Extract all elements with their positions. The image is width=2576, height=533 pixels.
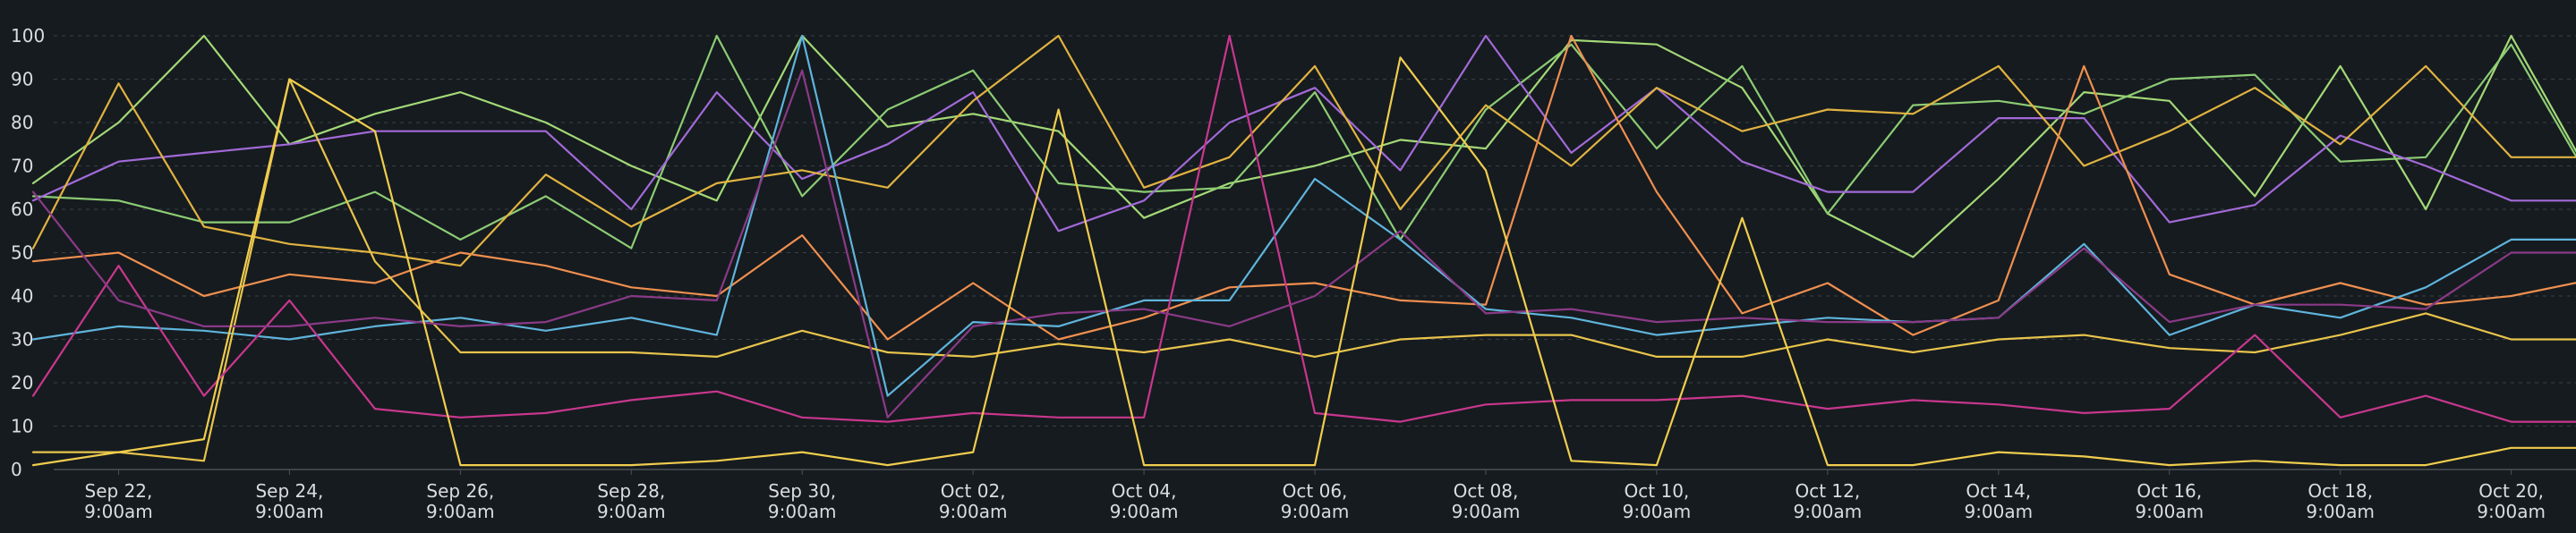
- x-tick-date-label: Oct 02,: [941, 480, 1006, 502]
- x-tick-date-label: Oct 12,: [1795, 480, 1860, 502]
- grid-lines: [54, 35, 2576, 470]
- y-tick-label: 80: [11, 112, 33, 133]
- series-line-10: [31, 56, 2576, 467]
- x-tick-date-label: Sep 22,: [85, 480, 153, 502]
- y-tick-label: 10: [11, 416, 33, 437]
- series-line-6: [31, 34, 2576, 397]
- x-tick-date-label: Sep 30,: [768, 480, 836, 502]
- x-tick: Oct 14,9:00am: [1964, 470, 2033, 522]
- y-tick-label: 0: [11, 459, 22, 480]
- y-tick-label: 50: [11, 242, 33, 264]
- y-axis-tick-labels: 0 10 20 30 40 50 60 70 80 90 100: [11, 25, 45, 480]
- y-tick-label: 60: [11, 199, 33, 220]
- x-tick-time-label: 9:00am: [1623, 501, 1692, 522]
- series-line-7: [31, 78, 2576, 462]
- x-tick-date-label: Sep 24,: [255, 480, 323, 502]
- series-lines: [31, 34, 2576, 467]
- series-line-2: [31, 34, 2576, 250]
- x-tick-time-label: 9:00am: [255, 501, 324, 522]
- x-tick-date-label: Oct 14,: [1966, 480, 2031, 502]
- x-tick: Oct 20,9:00am: [2477, 470, 2546, 522]
- series-line-1: [31, 34, 2576, 258]
- x-tick: Sep 30,9:00am: [768, 470, 837, 522]
- y-tick-label: 40: [11, 285, 33, 307]
- x-tick-time-label: 9:00am: [1110, 501, 1179, 522]
- y-tick-label: 100: [11, 25, 45, 47]
- series-line-5: [31, 34, 2576, 341]
- x-tick-time-label: 9:00am: [597, 501, 666, 522]
- series-line-3: [31, 34, 2576, 233]
- x-tick-date-label: Oct 20,: [2478, 480, 2544, 502]
- x-tick-time-label: 9:00am: [1281, 501, 1350, 522]
- series-line-8: [31, 34, 2576, 423]
- x-tick: Oct 12,9:00am: [1794, 470, 1863, 522]
- x-tick-time-label: 9:00am: [84, 501, 153, 522]
- y-tick-label: 30: [11, 329, 33, 351]
- x-tick: Sep 28,9:00am: [597, 470, 666, 522]
- x-tick-date-label: Oct 04,: [1112, 480, 1177, 502]
- x-tick-time-label: 9:00am: [2135, 501, 2204, 522]
- x-tick: Oct 16,9:00am: [2135, 470, 2204, 522]
- x-tick: Oct 18,9:00am: [2306, 470, 2375, 522]
- x-tick: Oct 08,9:00am: [1452, 470, 1521, 522]
- x-tick-time-label: 9:00am: [2477, 501, 2546, 522]
- x-tick-date-label: Oct 16,: [2137, 480, 2202, 502]
- x-tick-date-label: Oct 06,: [1283, 480, 1348, 502]
- x-tick-date-label: Sep 26,: [426, 480, 494, 502]
- x-tick-time-label: 9:00am: [1964, 501, 2033, 522]
- y-tick-label: 90: [11, 69, 33, 90]
- x-tick: Oct 10,9:00am: [1623, 470, 1692, 522]
- x-tick: Sep 26,9:00am: [426, 470, 495, 522]
- x-tick-date-label: Sep 28,: [597, 480, 665, 502]
- y-tick-label: 20: [11, 372, 33, 393]
- series-line-9: [31, 69, 2576, 419]
- x-tick: Oct 04,9:00am: [1110, 470, 1179, 522]
- y-tick-label: 70: [11, 156, 33, 177]
- x-tick-time-label: 9:00am: [1794, 501, 1863, 522]
- x-tick-time-label: 9:00am: [1452, 501, 1521, 522]
- x-tick-time-label: 9:00am: [2306, 501, 2375, 522]
- x-tick-time-label: 9:00am: [768, 501, 837, 522]
- x-tick-time-label: 9:00am: [939, 501, 1008, 522]
- x-tick: Sep 24,9:00am: [255, 470, 324, 522]
- x-tick: Oct 02,9:00am: [939, 470, 1008, 522]
- series-line-4: [31, 34, 2576, 267]
- x-tick: Sep 22,9:00am: [84, 470, 153, 522]
- x-tick-date-label: Oct 08,: [1454, 480, 1519, 502]
- x-tick-date-label: Oct 10,: [1625, 480, 1690, 502]
- x-tick: Oct 06,9:00am: [1281, 470, 1350, 522]
- x-tick-time-label: 9:00am: [426, 501, 495, 522]
- x-tick-date-label: Oct 18,: [2307, 480, 2373, 502]
